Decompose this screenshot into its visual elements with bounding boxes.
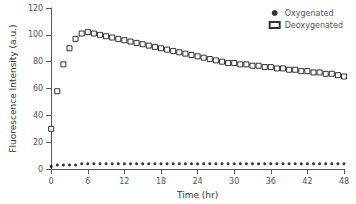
svg-text:80: 80 [33,57,43,66]
svg-text:0: 0 [38,165,43,174]
svg-text:100: 100 [28,30,43,39]
svg-text:18: 18 [156,177,166,186]
svg-text:6: 6 [85,177,90,186]
svg-text:120: 120 [28,4,43,13]
svg-text:Deoxygenated: Deoxygenated [285,21,343,30]
svg-text:42: 42 [302,177,312,186]
svg-text:12: 12 [119,177,129,186]
svg-text:Fluorescence Intensity (a.u.): Fluorescence Intensity (a.u.) [8,24,18,152]
svg-text:60: 60 [33,84,43,93]
svg-text:Time (hr): Time (hr) [176,190,218,200]
svg-text:Oxygenated: Oxygenated [285,9,334,18]
svg-text:40: 40 [33,111,43,120]
svg-text:36: 36 [266,177,276,186]
svg-text:48: 48 [339,177,349,186]
svg-text:24: 24 [192,177,202,186]
svg-text:20: 20 [33,138,43,147]
svg-text:30: 30 [229,177,239,186]
svg-text:0: 0 [49,177,54,186]
